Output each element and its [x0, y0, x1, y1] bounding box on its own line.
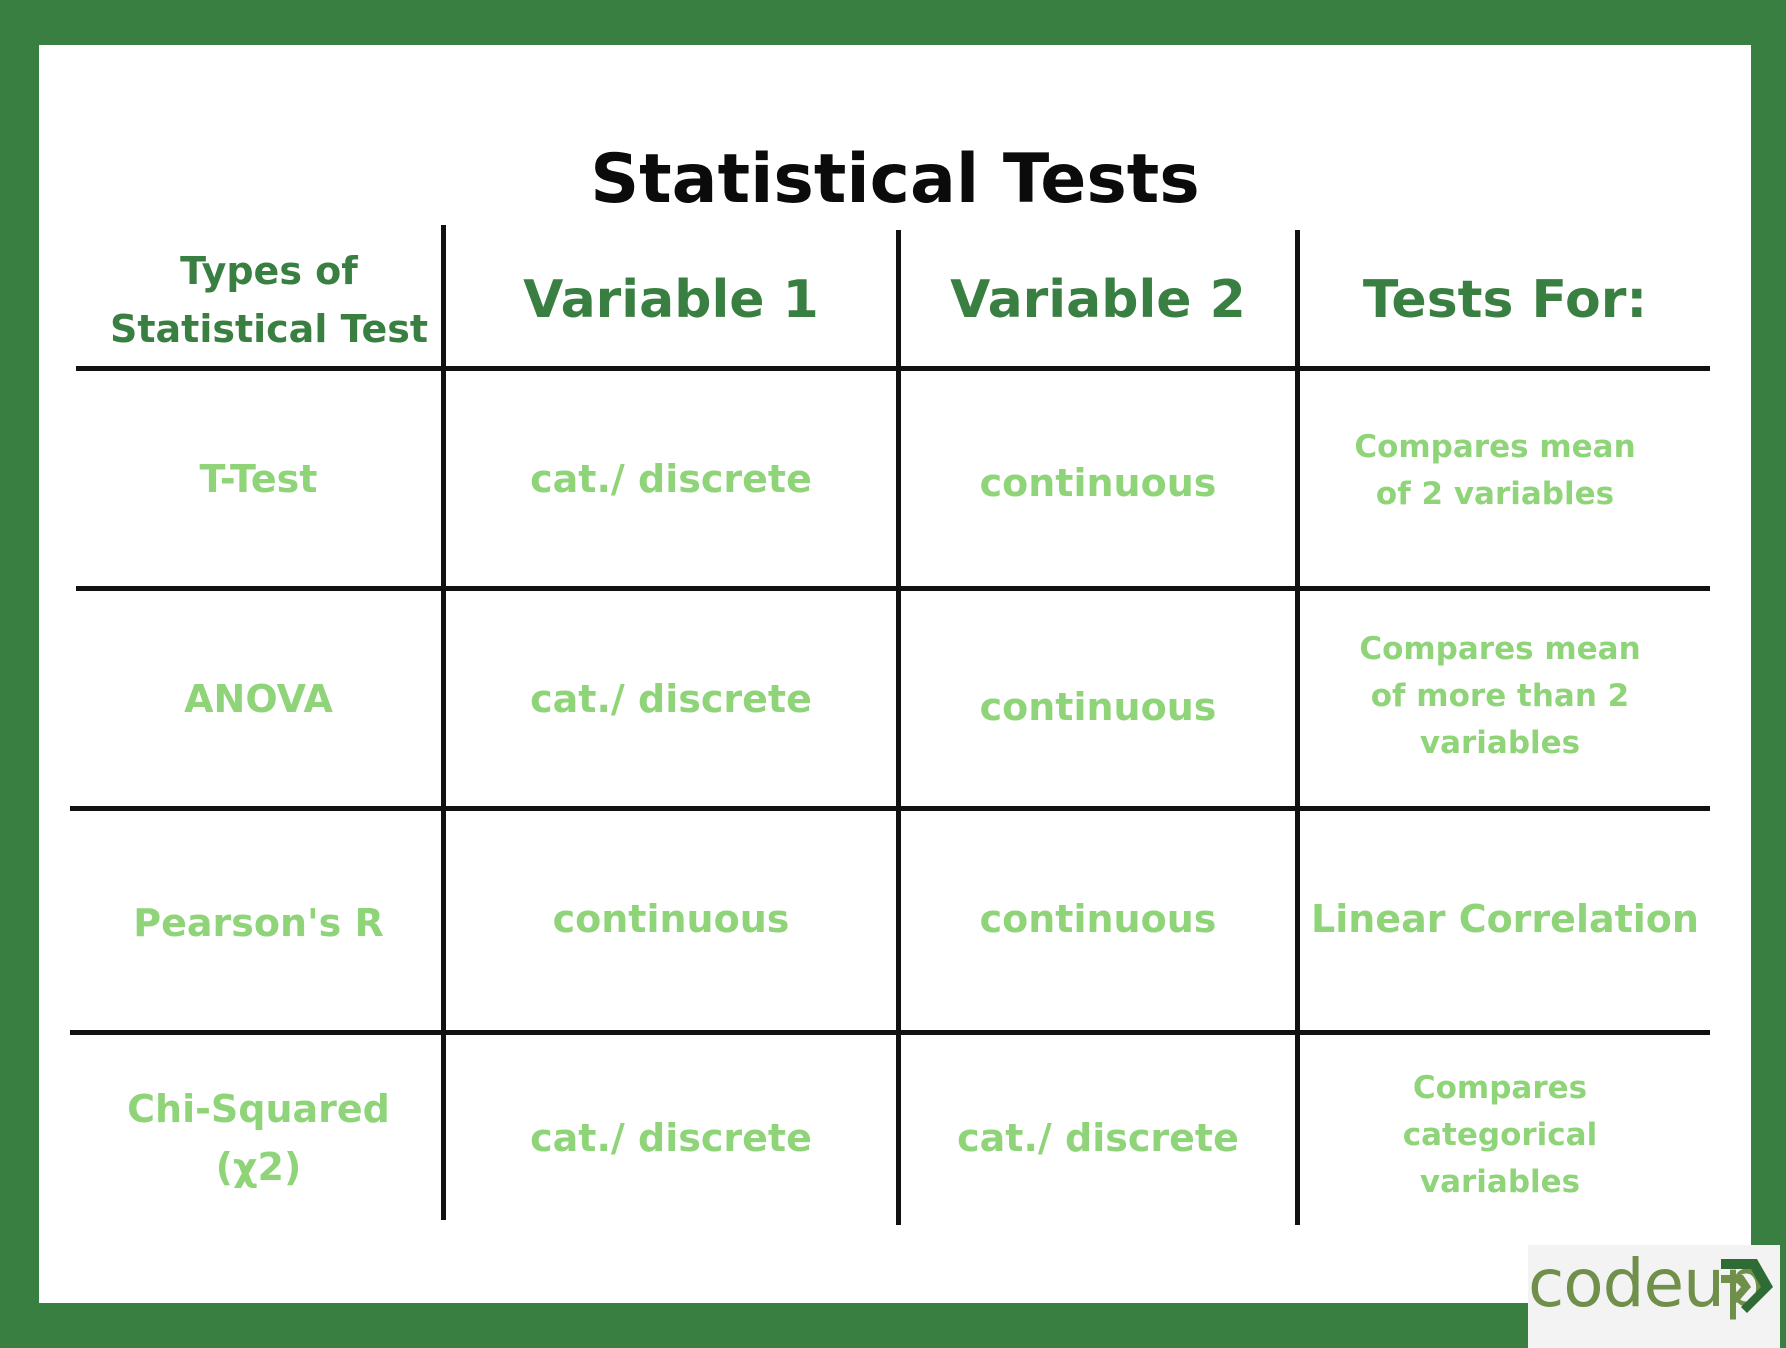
row-3-variable-2: continuous	[979, 896, 1217, 941]
row-2-variable-2: continuous	[979, 684, 1217, 729]
header-tests-for: Tests For:	[1362, 270, 1648, 330]
row-3-test-name: Pearson's R	[133, 900, 384, 945]
row-2-tests-for: Compares mean of more than 2 variables	[1359, 630, 1641, 761]
row-1-variable-2: continuous	[979, 460, 1217, 505]
row-2-variable-1: cat./ discrete	[530, 676, 812, 721]
grid-hline-2	[76, 586, 1710, 591]
row-1-variable-1: cat./ discrete	[530, 456, 812, 501]
row-1-tests-for: Compares mean of 2 variables	[1354, 429, 1636, 512]
header-variable-1: Variable 1	[523, 270, 819, 330]
grid-vline-3	[1295, 230, 1300, 1225]
header-type-of-test: Types of Statistical Test	[109, 249, 429, 351]
row-4-variable-2: cat./ discrete	[957, 1115, 1239, 1160]
row-2-test-name: ANOVA	[184, 676, 333, 721]
row-3-tests-for: Linear Correlation	[1311, 896, 1699, 941]
infographic-card: Statistical Tests Types of Statistical T…	[39, 45, 1780, 1348]
row-4-test-name: Chi-Squared (χ2)	[127, 1086, 390, 1189]
logo-wordmark: codeup	[1528, 1245, 1766, 1322]
double-chevron-logo-mark	[1721, 1259, 1773, 1313]
tests-table: Types of Statistical Test Variable 1 Var…	[39, 45, 1751, 1303]
grid-hline-4	[70, 1030, 1710, 1035]
row-4-variable-1: cat./ discrete	[530, 1115, 812, 1160]
page-title: Statistical Tests	[590, 140, 1200, 219]
codeup-logo: codeup	[1528, 1245, 1780, 1348]
grid-hline-1	[76, 366, 1710, 371]
row-3-variable-1: continuous	[552, 896, 790, 941]
row-4-tests-for: Compares categorical variables	[1402, 1069, 1598, 1200]
grid-vline-1	[441, 225, 446, 1220]
row-1-test-name: T-Test	[199, 456, 318, 501]
grid-hline-3	[70, 806, 1710, 811]
header-variable-2: Variable 2	[950, 270, 1246, 330]
grid-vline-2	[896, 230, 901, 1225]
